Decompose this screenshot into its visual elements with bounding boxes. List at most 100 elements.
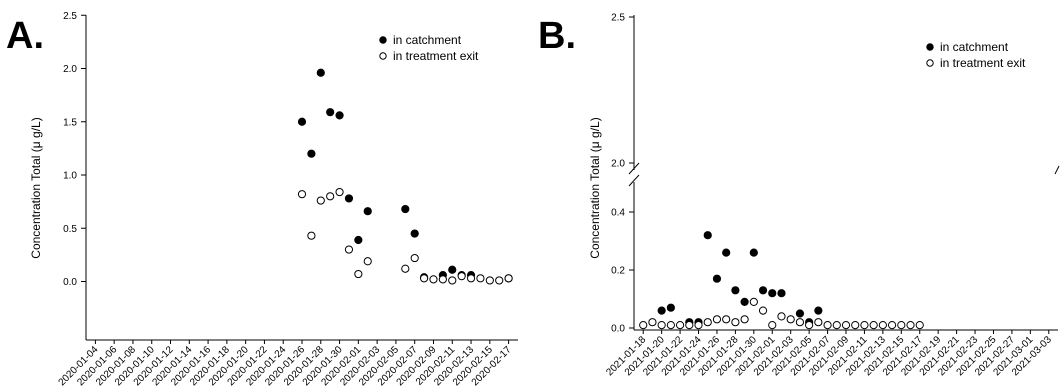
panel-b-treatment-exit-point xyxy=(722,315,731,324)
panel-a-legend-marker-treatment-exit xyxy=(379,52,387,60)
panel-b-label: B. xyxy=(538,15,576,57)
panel-b-treatment-exit-point xyxy=(758,306,768,315)
panel-b-treatment-exit-point xyxy=(851,321,860,330)
panel-b-treatment-exit-point xyxy=(869,321,878,330)
panel-a-treatment-exit-point xyxy=(410,253,419,263)
panel-a-catchment-point xyxy=(326,108,335,117)
panel-b-treatment-exit-point xyxy=(749,297,758,306)
panel-a-treatment-exit-point xyxy=(307,231,316,240)
panel-b-legend-marker-catchment xyxy=(926,43,934,51)
panel-b-treatment-exit-point xyxy=(805,321,814,330)
panel-a-catchment-point xyxy=(401,204,410,214)
panel-a-y-tick-label: 1.0 xyxy=(63,171,77,182)
panel-b-catchment-point xyxy=(657,306,666,315)
panel-a-treatment-exit-point xyxy=(485,276,494,285)
panel-b-catchment-point xyxy=(795,309,805,318)
panel-b-treatment-exit-point xyxy=(814,318,823,327)
panel-b-legend-marker-treatment-exit xyxy=(926,59,934,67)
panel-a-treatment-exit-point xyxy=(419,274,429,283)
panel-b-catchment-point xyxy=(749,248,758,257)
panel-a-treatment-exit-point xyxy=(354,269,363,279)
panel-b-treatment-exit-point xyxy=(768,321,777,330)
panel-b-treatment-exit-point xyxy=(887,321,897,330)
panel-a-legend-entry: in treatment exit xyxy=(393,49,479,63)
panel-b-treatment-exit-point xyxy=(675,321,685,330)
panel-b-catchment-point xyxy=(731,286,740,295)
panel-b-treatment-exit-point xyxy=(841,321,851,330)
panel-b-y-tick-label: 0.0 xyxy=(611,324,625,335)
panel-b-catchment-point xyxy=(703,231,712,240)
panel-b-catchment-point xyxy=(758,286,768,295)
panel-b-treatment-exit-point xyxy=(878,321,887,330)
panel-b-y-tick-label: 2.5 xyxy=(611,13,625,24)
panel-b-treatment-exit-point xyxy=(740,315,749,324)
panel-a-treatment-exit-point xyxy=(457,272,466,281)
panel-b: B. Concentration Total (μ g/L) 2.0 2.5 0.0… xyxy=(538,13,1060,378)
panel-a-treatment-exit-point xyxy=(429,275,438,284)
panel-a-treatment-exit-point xyxy=(448,276,457,285)
panel-b-treatment-exit-point xyxy=(786,315,795,324)
panel-b-treatment-exit-point xyxy=(666,321,675,330)
panel-a-y-tick-label: 2.5 xyxy=(63,11,77,22)
panel-a-catchment-point xyxy=(354,235,363,245)
panel-a-catchment-point xyxy=(297,117,307,126)
panel-a: A. Concentration Total (μ g/L) 0.0 0.5 1.0… xyxy=(6,11,518,388)
panel-b-axis-break-mark xyxy=(628,174,640,187)
panel-b-treatment-exit-point xyxy=(777,312,786,321)
panel-a-treatment-exit-point xyxy=(401,264,410,273)
panel-b-treatment-exit-point xyxy=(795,318,805,327)
panel-a-treatment-exit-point xyxy=(316,196,325,205)
panel-b-legend-entry: in treatment exit xyxy=(940,56,1026,70)
panel-b-treatment-exit-point xyxy=(897,321,906,330)
panel-b-treatment-exit-point xyxy=(915,321,924,330)
panel-a-label: A. xyxy=(6,15,44,57)
panel-b-treatment-exit-point xyxy=(703,318,712,327)
panel-a-y-tick-label: 2.0 xyxy=(63,64,77,75)
panel-a-treatment-exit-point xyxy=(363,257,372,266)
panel-b-catchment-point xyxy=(666,303,675,312)
panel-b-treatment-exit-point xyxy=(648,318,657,327)
panel-a-treatment-exit-point xyxy=(438,275,447,284)
panel-b-catchment-point xyxy=(768,289,777,298)
panel-b-treatment-exit-point xyxy=(731,318,740,327)
panel-a-catchment-point xyxy=(410,229,419,238)
panel-b-catchment-point xyxy=(777,289,786,298)
panel-b-legend-entry: in catchment xyxy=(940,40,1009,54)
panel-b-treatment-exit-point xyxy=(639,321,648,330)
panel-a-treatment-exit-point xyxy=(495,276,504,285)
panel-a-treatment-exit-point xyxy=(504,274,513,283)
panel-b-y-tick-label: 0.2 xyxy=(611,266,625,277)
panel-a-treatment-exit-point xyxy=(466,274,476,283)
panel-b-treatment-exit-point xyxy=(860,321,869,330)
panel-b-treatment-exit-point xyxy=(823,321,832,330)
panel-b-treatment-exit-point xyxy=(712,315,722,324)
panel-b-axis-break-mark xyxy=(628,162,640,175)
panel-a-catchment-point xyxy=(448,265,457,274)
panel-a-catchment-point xyxy=(363,207,372,216)
panel-a-catchment-point xyxy=(335,111,344,120)
panel-b-catchment-point xyxy=(712,274,722,283)
panel-b-treatment-exit-point xyxy=(694,321,703,330)
panel-b-y-axis-title: Concentration Total (μ g/L) xyxy=(588,117,602,258)
panel-a-catchment-point xyxy=(316,68,325,77)
panel-b-y-tick-label: 0.4 xyxy=(611,208,625,219)
panel-b-catchment-point xyxy=(740,297,749,306)
panel-a-y-tick-label: 0.5 xyxy=(63,224,77,235)
panel-a-treatment-exit-point xyxy=(476,274,485,283)
panel-a-treatment-exit-point xyxy=(297,190,307,199)
panel-b-treatment-exit-point xyxy=(657,321,666,330)
panel-a-y-tick-label: 0.0 xyxy=(63,277,77,288)
panel-a-legend-marker-catchment xyxy=(379,36,387,44)
panel-b-right-break-mark xyxy=(1054,165,1060,175)
panel-b-catchment-point xyxy=(722,248,731,257)
panel-a-catchment-point xyxy=(344,194,354,203)
panel-b-y-tick-label: 2.0 xyxy=(611,159,625,170)
panel-a-legend-entry: in catchment xyxy=(393,33,462,47)
panel-b-treatment-exit-point xyxy=(906,321,915,330)
panel-b-treatment-exit-point xyxy=(685,321,694,330)
panel-a-catchment-point xyxy=(307,149,316,158)
panel-a-treatment-exit-point xyxy=(335,187,344,197)
panel-b-catchment-point xyxy=(814,306,823,315)
panel-a-y-tick-label: 1.5 xyxy=(63,117,77,128)
